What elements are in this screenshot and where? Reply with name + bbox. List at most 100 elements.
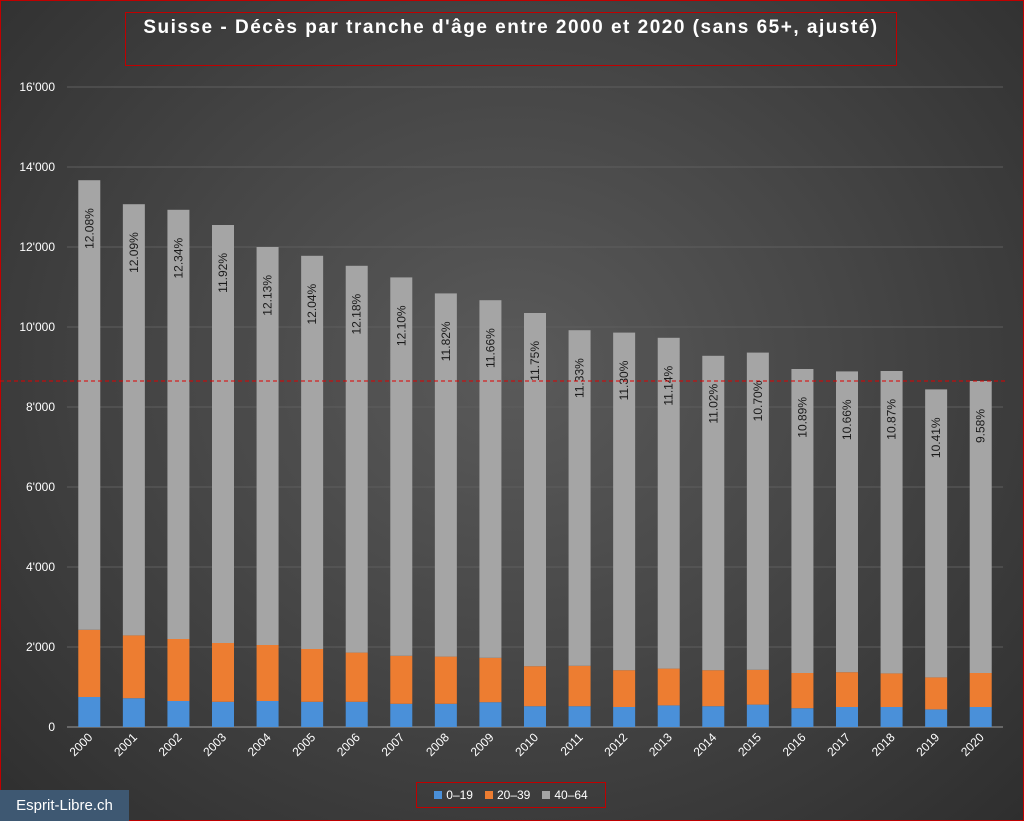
bar-segment-20-39 — [657, 668, 680, 706]
bar-segment-20-39 — [78, 629, 101, 697]
bar-segment-20-39 — [167, 639, 190, 701]
data-label: 12.13% — [261, 275, 275, 316]
x-tick-label: 2016 — [780, 730, 809, 759]
bar-segment-40-64 — [702, 355, 725, 671]
bar-segment-40-64 — [524, 313, 546, 667]
bar-segment-40-64 — [122, 204, 145, 636]
data-label: 12.10% — [394, 305, 408, 346]
data-label: 12.18% — [350, 293, 364, 334]
x-tick-label: 2001 — [111, 730, 140, 759]
bar-segment-0-19 — [969, 707, 992, 727]
y-tick-label: 8'000 — [26, 400, 55, 414]
bar-segment-0-19 — [925, 709, 948, 727]
bar-segment-40-64 — [880, 371, 903, 674]
legend-label-40-64: 40–64 — [554, 788, 588, 802]
legend-swatch-40-64 — [542, 791, 551, 799]
bar-segment-20-39 — [969, 673, 992, 707]
bar-segment-0-19 — [524, 706, 546, 727]
x-tick-label: 2010 — [512, 730, 541, 759]
legend-item-20-39: 20–39 — [484, 788, 530, 802]
bar-segment-40-64 — [791, 369, 814, 673]
bar-segment-0-19 — [791, 708, 814, 727]
y-tick-label: 12'000 — [19, 240, 55, 254]
bar-segment-20-39 — [345, 652, 368, 702]
bar-segment-20-39 — [880, 673, 903, 707]
data-label: 10.89% — [795, 397, 809, 438]
x-tick-label: 2004 — [245, 730, 274, 759]
bar-segment-20-39 — [390, 655, 413, 704]
bar-segment-0-19 — [479, 702, 502, 727]
x-tick-label: 2015 — [735, 730, 764, 759]
bar-segment-0-19 — [256, 701, 279, 727]
data-label: 11.02% — [706, 383, 720, 423]
bar-segment-20-39 — [746, 669, 769, 705]
y-tick-label: 10'000 — [19, 320, 55, 334]
data-label: 11.33% — [573, 358, 587, 398]
bar-segment-0-19 — [212, 701, 234, 727]
bar-segment-20-39 — [568, 665, 591, 707]
bar-segment-20-39 — [925, 677, 948, 710]
bar-segment-20-39 — [791, 673, 814, 709]
y-tick-label: 4'000 — [26, 560, 55, 574]
bar-segment-40-64 — [969, 381, 992, 673]
bar-segment-40-64 — [925, 389, 948, 678]
data-label: 11.30% — [617, 360, 631, 400]
bar-segment-20-39 — [122, 635, 145, 699]
bar-segment-20-39 — [301, 649, 324, 702]
x-tick-label: 2008 — [423, 730, 452, 759]
bar-segment-0-19 — [657, 705, 680, 727]
bar-segment-40-64 — [746, 352, 769, 670]
legend: 0–19 20–39 40–64 — [416, 782, 606, 808]
data-label: 10.66% — [840, 399, 854, 440]
x-tick-label: 2000 — [67, 730, 96, 759]
bar-segment-0-19 — [301, 701, 324, 727]
x-tick-label: 2014 — [691, 730, 720, 759]
data-label: 10.41% — [929, 417, 943, 458]
x-tick-label: 2009 — [468, 730, 497, 759]
bar-segment-0-19 — [880, 707, 903, 727]
bar-segment-0-19 — [434, 703, 457, 727]
bar-segment-40-64 — [434, 293, 457, 657]
x-tick-label: 2018 — [869, 730, 898, 759]
bar-segment-20-39 — [212, 643, 234, 702]
y-tick-label: 16'000 — [19, 80, 55, 94]
y-tick-label: 0 — [48, 720, 55, 734]
bar-segment-40-64 — [479, 300, 502, 658]
data-label: 12.09% — [127, 232, 141, 273]
bar-segment-20-39 — [613, 670, 636, 707]
data-label: 11.82% — [439, 321, 453, 361]
x-tick-label: 2013 — [646, 730, 675, 759]
bar-segment-20-39 — [702, 670, 725, 707]
legend-item-0-19: 0–19 — [434, 788, 473, 802]
chart-title: Suisse - Décès par tranche d'âge entre 2… — [125, 12, 897, 66]
data-label: 11.66% — [483, 328, 497, 368]
bar-segment-0-19 — [390, 703, 413, 727]
data-label: 11.14% — [662, 365, 676, 405]
data-label: 12.04% — [305, 283, 319, 324]
bar-segment-0-19 — [345, 701, 368, 727]
bar-segment-0-19 — [613, 707, 636, 727]
data-label: 11.92% — [216, 253, 230, 293]
legend-swatch-0-19 — [434, 791, 443, 799]
data-label: 10.87% — [885, 399, 899, 440]
data-label: 12.34% — [171, 237, 185, 278]
data-label: 10.70% — [751, 380, 765, 421]
bar-segment-0-19 — [568, 706, 591, 727]
x-tick-label: 2019 — [913, 730, 942, 759]
bar-segment-0-19 — [78, 697, 101, 727]
legend-swatch-20-39 — [484, 791, 493, 799]
bar-segment-40-64 — [345, 265, 368, 653]
bar-segment-40-64 — [78, 180, 101, 630]
y-tick-label: 2'000 — [26, 640, 55, 654]
bar-segment-40-64 — [657, 337, 680, 669]
bar-segment-20-39 — [479, 657, 502, 703]
data-label: 9.58% — [974, 409, 988, 443]
bar-segment-20-39 — [836, 672, 858, 707]
bar-segment-40-64 — [836, 371, 858, 673]
bar-segment-40-64 — [613, 332, 636, 671]
x-tick-label: 2005 — [289, 730, 318, 759]
bar-segment-20-39 — [524, 666, 546, 707]
data-label: 12.08% — [82, 208, 96, 249]
bar-segment-0-19 — [122, 698, 145, 727]
x-tick-label: 2017 — [824, 730, 853, 759]
